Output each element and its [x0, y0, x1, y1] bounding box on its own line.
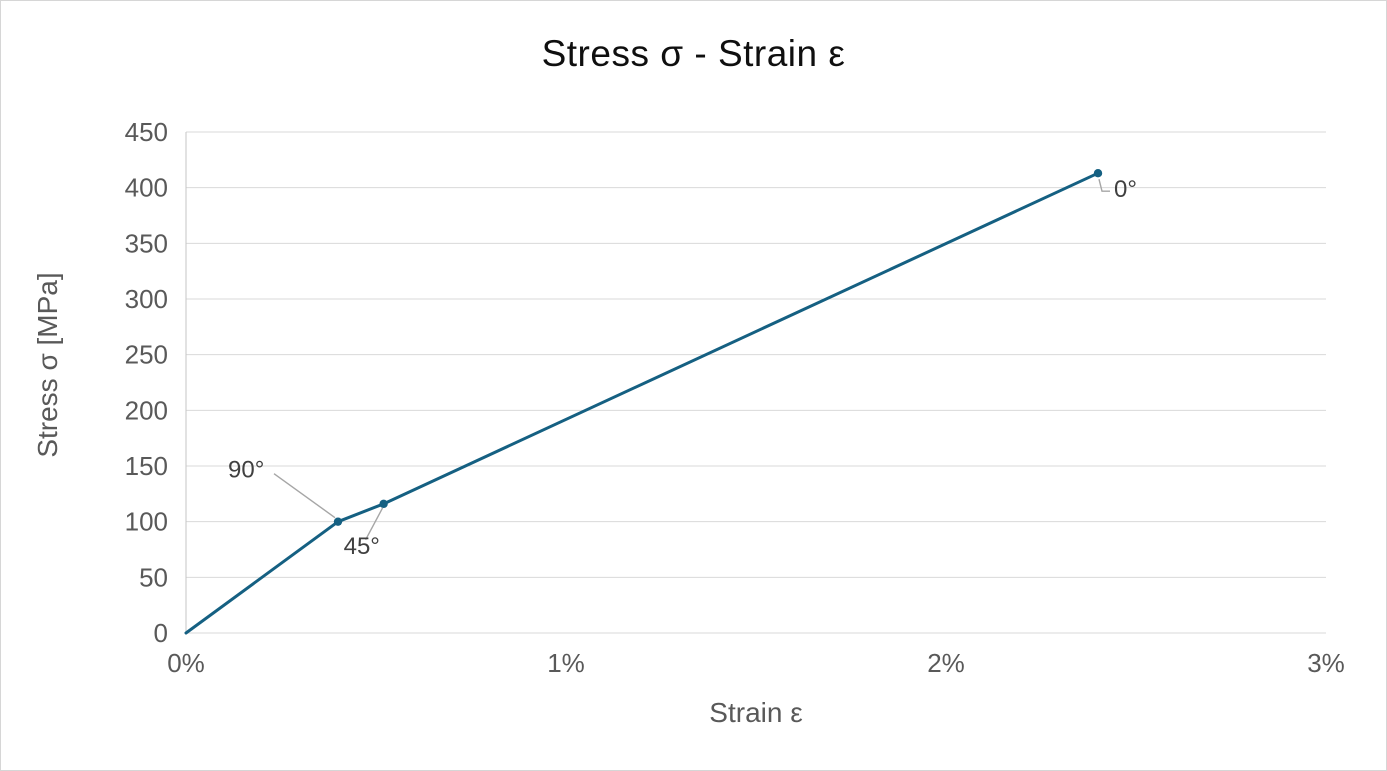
y-tick-label: 450: [125, 117, 168, 147]
y-tick-label: 400: [125, 173, 168, 203]
annotation-leader-line: [1098, 179, 1110, 192]
data-point-marker: [333, 517, 343, 526]
annotation-label: 45°: [344, 533, 380, 560]
y-tick-label: 300: [125, 284, 168, 314]
data-point-marker: [379, 499, 388, 509]
annotation-leader-line: [273, 473, 336, 519]
y-tick-label: 250: [125, 340, 168, 370]
annotation-label: 0°: [1114, 176, 1137, 203]
y-tick-label: 50: [139, 562, 168, 592]
chart-title: Stress σ - Strain ε: [541, 33, 846, 74]
series-line: [184, 171, 1100, 635]
y-tick-labels: 0 50 100 150 200 250 300 350 400 450: [125, 117, 168, 648]
x-tick-label: 0%: [167, 648, 205, 678]
y-tick-label: 100: [125, 507, 168, 537]
annotations: 90° 45° 0°: [228, 176, 1137, 560]
y-axis-title: Stress σ [MPa]: [32, 272, 63, 458]
y-tick-label: 0: [154, 618, 168, 648]
x-tick-label: 2%: [927, 648, 965, 678]
x-axis-title: Strain ε: [709, 697, 803, 728]
y-tick-label: 150: [125, 451, 168, 481]
y-tick-label: 350: [125, 228, 168, 258]
annotation-label: 90°: [228, 457, 264, 484]
x-tick-label: 3%: [1307, 648, 1345, 678]
x-tick-label: 1%: [547, 648, 585, 678]
annotation-leader-line: [364, 507, 384, 541]
data-point-marker: [1093, 168, 1103, 178]
y-tick-label: 200: [125, 395, 168, 425]
x-tick-labels: 0% 1% 2% 3%: [167, 648, 1345, 678]
